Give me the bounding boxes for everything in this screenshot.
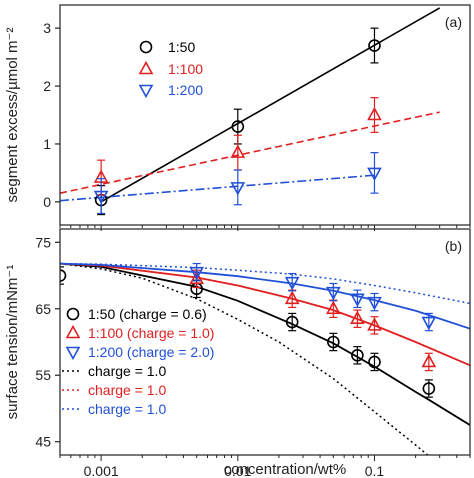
y-tick-label: 45 (35, 434, 51, 450)
y-axis-title: segment excess/µmol m⁻² (4, 28, 21, 203)
data-point-2 (421, 316, 437, 331)
plot-area (60, 7, 441, 216)
plot-frame (59, 4, 471, 226)
data-point-0 (231, 120, 245, 133)
x-tick-label: 0.01 (224, 463, 251, 478)
legend-label-0: 1:50 (168, 39, 195, 55)
legend-marker-2 (65, 346, 81, 361)
data-point-1 (367, 317, 382, 331)
panel-label: (a) (445, 14, 462, 30)
panel-b: 45 55 65 75 0.001 0.01 0.1 surface tension/mNm⁻… (4, 228, 471, 478)
data-point-2 (350, 293, 365, 307)
data-point-0 (285, 315, 299, 329)
data-point-2 (367, 296, 382, 311)
data-point-0 (368, 355, 381, 369)
y-tick-label: 75 (35, 234, 51, 250)
y-axis-title: surface tension/mNm⁻¹ (4, 265, 21, 420)
panel-a: 0 1 2 3 segment excess/µmol m⁻² (a) 1:50 1:100 1… (4, 4, 471, 231)
data-point-1 (367, 106, 382, 121)
y-tick-label: 3 (43, 20, 51, 36)
plot-area (60, 262, 470, 455)
legend-marker-1 (65, 324, 81, 339)
x-tick-label: 0.001 (84, 463, 119, 478)
legend-label-1: 1:100 (charge = 1.0) (88, 325, 214, 341)
data-point-1 (325, 300, 341, 315)
y-tick-label: 65 (35, 301, 51, 317)
data-point-0 (60, 269, 67, 282)
y-tick-label: 0 (43, 194, 51, 210)
legend-ref-label-0: charge = 1.0 (88, 363, 166, 379)
data-point-1 (421, 353, 437, 368)
legend-marker-0 (66, 307, 80, 321)
data-point-2 (325, 286, 341, 301)
data-point-0 (422, 382, 436, 395)
fit-line-0 (100, 7, 441, 203)
fit-curve-0 (60, 262, 470, 426)
data-point-1 (350, 310, 365, 325)
y-tick-label: 2 (43, 78, 51, 94)
plot-frame (59, 228, 471, 456)
data-point-0 (351, 348, 364, 362)
reference-curve-0 (60, 262, 429, 455)
legend-marker-0 (139, 40, 153, 54)
fit-line-2 (60, 174, 375, 202)
data-point-0 (368, 39, 381, 52)
fit-line-1 (60, 111, 440, 194)
legend-marker-2 (138, 84, 154, 99)
legend-marker-1 (138, 60, 154, 75)
data-point-1 (189, 270, 205, 285)
panel-label: (b) (445, 238, 462, 254)
legend-label-0: 1:50 (charge = 0.6) (88, 306, 207, 322)
legend-label-2: 1:200 (168, 82, 203, 98)
data-point-1 (230, 144, 246, 158)
legend-ref-label-1: charge = 1.0 (88, 382, 166, 398)
data-point-2 (284, 276, 300, 291)
data-point-2 (93, 190, 109, 205)
reference-curve-2 (60, 262, 470, 305)
legend-ref-label-2: charge = 1.0 (88, 401, 166, 417)
data-point-1 (284, 290, 300, 305)
legend-label-1: 1:100 (168, 61, 203, 77)
x-tick-label: 0.1 (365, 463, 385, 478)
data-point-2 (367, 167, 382, 182)
data-point-2 (189, 266, 205, 281)
y-tick-label: 1 (43, 136, 51, 152)
y-tick-label: 55 (35, 367, 51, 383)
data-point-0 (327, 335, 340, 349)
legend-label-2: 1:200 (charge = 2.0) (88, 344, 214, 360)
data-point-2 (230, 182, 246, 196)
x-axis-title: concentration/wt% (224, 461, 347, 478)
